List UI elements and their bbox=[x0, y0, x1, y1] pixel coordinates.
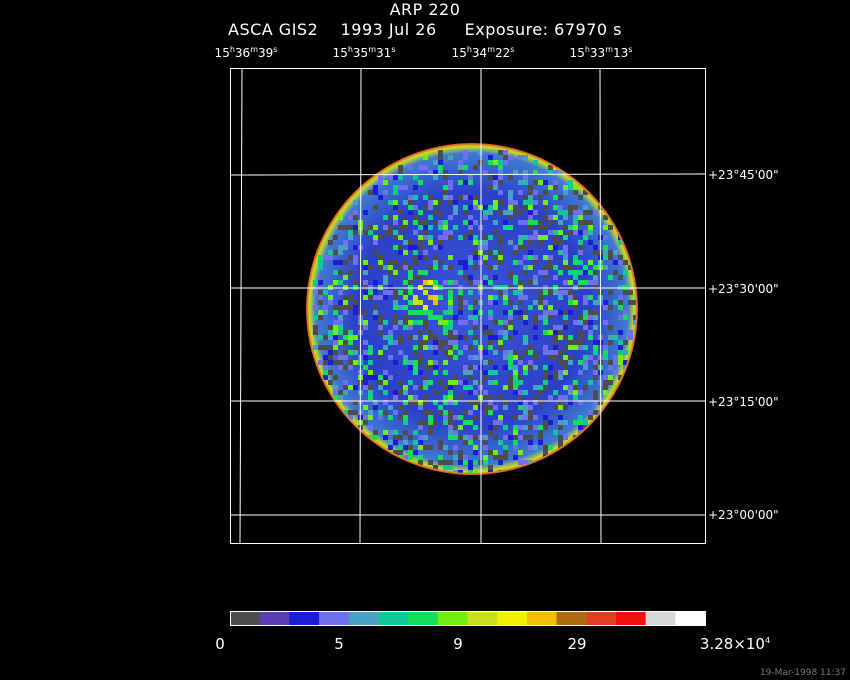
ra-tick-label: 15h35m31s bbox=[332, 45, 396, 60]
colorbar-swatch bbox=[230, 611, 261, 625]
colorbar-swatch bbox=[556, 611, 587, 625]
colorbar bbox=[230, 611, 706, 625]
instrument-label: ASCA GIS2 bbox=[228, 20, 319, 39]
colorbar-swatch bbox=[586, 611, 617, 625]
colorbar-swatch bbox=[497, 611, 528, 625]
colorbar-swatch bbox=[289, 611, 320, 625]
coordinate-grid bbox=[229, 67, 706, 544]
ra-tick-label: 15h36m39s bbox=[214, 45, 278, 60]
xray-emission-map bbox=[313, 150, 636, 473]
colorbar-swatch bbox=[437, 611, 468, 625]
colorbar-swatch bbox=[645, 611, 676, 625]
colorbar-swatch bbox=[615, 611, 647, 625]
exposure-label: Exposure: 67970 s bbox=[464, 20, 622, 39]
dec-tick-label: +23°45'00" bbox=[708, 168, 779, 182]
dec-tick-label: +23°00'00" bbox=[708, 508, 779, 522]
colorbar-swatch bbox=[467, 611, 498, 625]
ra-tick-label: 15h34m22s bbox=[451, 45, 515, 60]
date-label: 1993 Jul 26 bbox=[340, 20, 437, 39]
dec-tick-label: +23°30'00" bbox=[708, 282, 779, 296]
colorbar-label: 29 bbox=[567, 635, 587, 653]
image-frame bbox=[230, 68, 706, 544]
colorbar-swatch bbox=[408, 611, 439, 625]
colorbar-label: 9 bbox=[453, 635, 463, 653]
observation-subtitle: ASCA GIS2 1993 Jul 26 Exposure: 67970 s bbox=[0, 20, 850, 39]
colorbar-label-max: 3.28×104 bbox=[699, 635, 771, 653]
timestamp: 19-Mar-1998 11:37 bbox=[759, 668, 846, 678]
colorbar-swatch bbox=[259, 611, 290, 625]
colorbar-label: 5 bbox=[334, 635, 344, 653]
colorbar-swatch bbox=[319, 611, 350, 625]
ra-tick-label: 15h33m13s bbox=[569, 45, 633, 60]
colorbar-swatch bbox=[378, 611, 409, 625]
dec-tick-label: +23°15'00" bbox=[708, 395, 779, 409]
object-title: ARP 220 bbox=[389, 0, 461, 19]
colorbar-swatch bbox=[526, 611, 558, 625]
colorbar-swatch bbox=[675, 611, 706, 625]
colorbar-label: 0 bbox=[215, 635, 225, 653]
colorbar-swatch bbox=[348, 611, 379, 625]
